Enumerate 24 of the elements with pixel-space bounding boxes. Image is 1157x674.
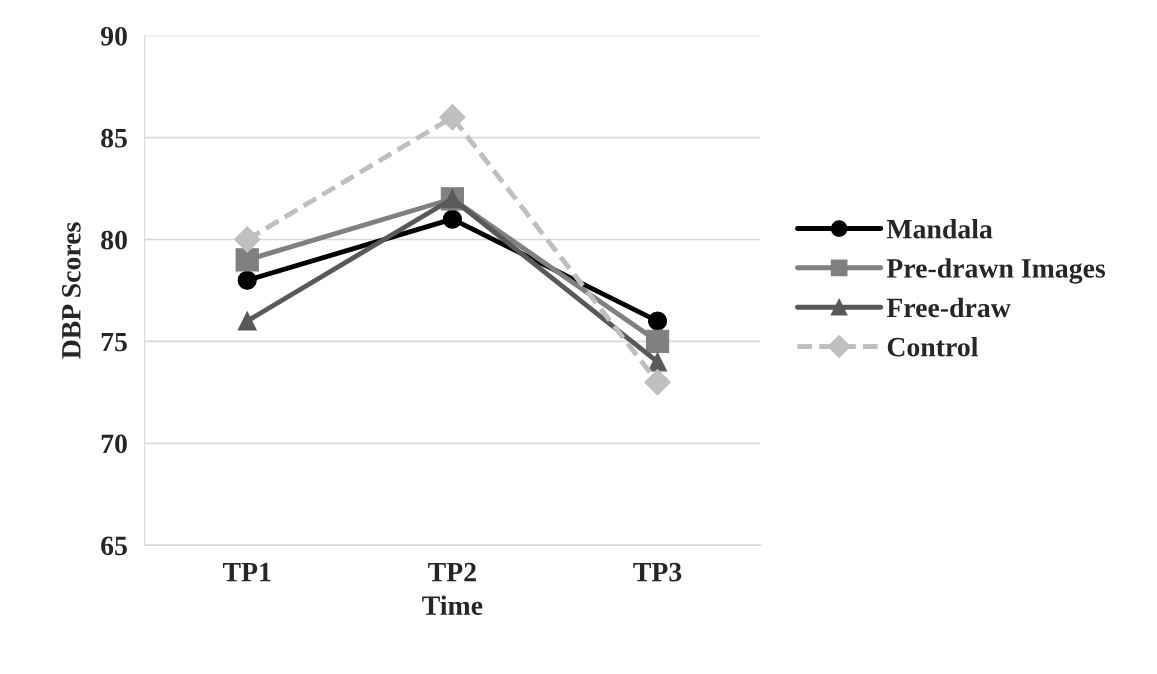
y-tick-label: 70 — [101, 434, 127, 454]
y-tick-label: 85 — [101, 128, 127, 148]
legend-label: Pre-drawn Images — [886, 258, 1106, 284]
y-tick-label: 65 — [101, 536, 127, 556]
y-tick-label: 75 — [101, 332, 127, 352]
point — [442, 209, 462, 229]
y-tick-label: 80 — [101, 230, 127, 250]
y-tick-label: 90 — [100, 26, 127, 46]
point — [644, 368, 671, 396]
y-axis-title: DBP Scores — [61, 222, 81, 359]
x-tick-label: TP3 — [633, 562, 682, 582]
legend-label: Free-draw — [886, 297, 1011, 318]
x-tick-label: TP1 — [222, 562, 271, 582]
x-tick-label: TP2 — [428, 562, 476, 582]
x-axis-title: Time — [422, 595, 483, 615]
legend-label: Control — [887, 336, 978, 357]
point — [233, 226, 261, 253]
point — [645, 329, 670, 354]
point — [439, 103, 466, 131]
point — [235, 248, 259, 272]
point — [237, 270, 257, 290]
legend-label: Mandala — [886, 219, 993, 239]
point — [237, 311, 257, 331]
point — [648, 311, 668, 331]
